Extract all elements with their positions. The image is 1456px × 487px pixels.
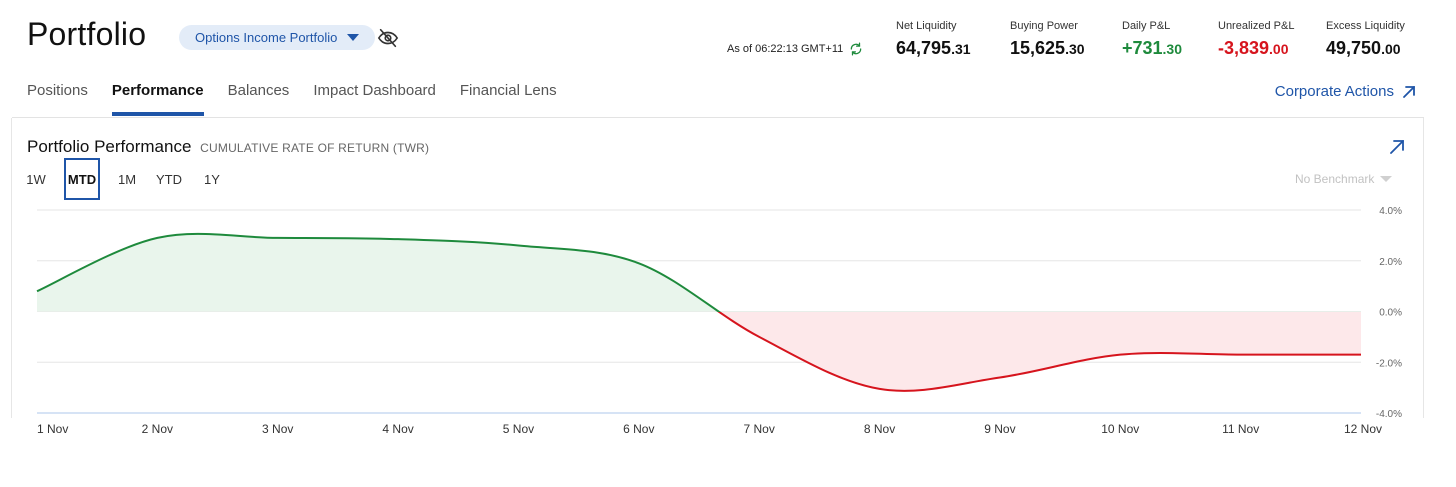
x-tick-label: 7 Nov — [744, 422, 775, 436]
tab-positions[interactable]: Positions — [27, 82, 88, 99]
performance-title-text: Portfolio Performance — [27, 137, 192, 156]
metric-value-dec: .30 — [1162, 41, 1183, 57]
metric-value: 64,795.31 — [896, 38, 971, 59]
benchmark-selector[interactable]: No Benchmark — [1295, 172, 1393, 186]
as-of-text: As of 06:22:13 GMT+11 — [727, 43, 844, 55]
x-tick-label: 12 Nov — [1344, 422, 1382, 436]
corporate-actions-link[interactable]: Corporate Actions — [1275, 83, 1416, 100]
metric-unrealized-pnl: Unrealized P&L -3,839.00 — [1218, 20, 1294, 59]
range-selector: 1W MTD 1M YTD 1Y — [26, 158, 220, 200]
performance-subtitle: CUMULATIVE RATE OF RETURN (TWR) — [200, 141, 430, 155]
series-line-positive — [36, 232, 722, 312]
range-mtd[interactable]: MTD — [64, 158, 100, 200]
metric-daily-pnl: Daily P&L +731.30 — [1122, 20, 1182, 59]
range-ytd[interactable]: YTD — [156, 171, 182, 187]
metric-value-dec: .00 — [1381, 41, 1401, 57]
metric-value: 49,750.00 — [1326, 38, 1405, 59]
tabs-divider — [12, 117, 1424, 118]
benchmark-label: No Benchmark — [1295, 172, 1375, 186]
y-tick-label: 0.0% — [1379, 308, 1402, 319]
chevron-down-icon — [347, 34, 360, 41]
x-tick-label: 2 Nov — [142, 422, 173, 436]
metric-value-int: +731 — [1122, 38, 1163, 58]
performance-chart: 4.0% 2.0% 0.0% -2.0% -4.0% 1 Nov 2 Nov 3 Nov 4 … — [36, 206, 1402, 436]
expand-chart-icon[interactable] — [1389, 139, 1405, 155]
y-tick-label: 4.0% — [1379, 206, 1402, 217]
y-tick-label: 2.0% — [1379, 257, 1402, 268]
x-tick-label: 10 Nov — [1101, 422, 1139, 436]
tab-impact-dashboard[interactable]: Impact Dashboard — [313, 82, 436, 99]
x-tick-label: 6 Nov — [623, 422, 654, 436]
as-of-timestamp: As of 06:22:13 GMT+11 — [727, 42, 863, 56]
hide-values-icon[interactable] — [377, 27, 399, 49]
series-line-negative — [717, 312, 1361, 392]
refresh-icon[interactable] — [849, 42, 863, 56]
chevron-down-icon — [1380, 176, 1393, 182]
metric-value: +731.30 — [1122, 38, 1182, 59]
card-border-right — [1423, 118, 1424, 418]
metric-value-dec: .30 — [1065, 41, 1085, 57]
metric-net-liquidity: Net Liquidity 64,795.31 — [896, 20, 971, 59]
metric-value: 15,625.30 — [1010, 38, 1085, 59]
account-selector[interactable]: Options Income Portfolio — [179, 25, 375, 50]
metric-label: Net Liquidity — [896, 20, 957, 32]
performance-title: Portfolio Performance CUMULATIVE RATE OF… — [27, 137, 429, 157]
external-arrow-icon — [1403, 85, 1415, 98]
negative-area — [719, 312, 1361, 391]
metric-label: Excess Liquidity — [1326, 20, 1405, 32]
metric-value-int: 49,750 — [1326, 38, 1382, 58]
metric-excess-liquidity: Excess Liquidity 49,750.00 — [1326, 20, 1405, 59]
tab-performance[interactable]: Performance — [111, 82, 204, 116]
metric-buying-power: Buying Power 15,625.30 — [1010, 20, 1085, 59]
x-tick-label: 4 Nov — [382, 422, 413, 436]
card-border-left — [11, 118, 12, 418]
y-tick-label: -4.0% — [1376, 409, 1402, 420]
y-tick-label: -2.0% — [1376, 358, 1402, 369]
portfolio-tabs: Positions Performance Balances Impact Da… — [27, 82, 581, 116]
metric-label: Buying Power — [1010, 20, 1078, 32]
x-tick-label: 11 Nov — [1222, 422, 1259, 436]
x-tick-label: 3 Nov — [262, 422, 293, 436]
metric-label: Daily P&L — [1122, 20, 1171, 32]
x-tick-label: 5 Nov — [503, 422, 534, 436]
metric-value-int: 64,795 — [896, 38, 952, 58]
positive-area — [37, 233, 1361, 312]
corporate-actions-label: Corporate Actions — [1274, 83, 1394, 100]
tab-balances[interactable]: Balances — [227, 82, 290, 99]
metric-value-dec: .00 — [1269, 41, 1289, 57]
tab-financial-lens[interactable]: Financial Lens — [459, 82, 557, 99]
page-title: Portfolio — [27, 16, 147, 52]
metric-value-int: 15,625 — [1010, 38, 1066, 58]
x-tick-label: 1 Nov — [37, 422, 68, 436]
x-tick-label: 8 Nov — [864, 422, 895, 436]
metric-value-int: -3,839 — [1218, 38, 1270, 58]
range-1y[interactable]: 1Y — [204, 171, 220, 187]
range-1m[interactable]: 1M — [117, 171, 137, 187]
metric-value-dec: .31 — [951, 41, 971, 57]
metric-label: Unrealized P&L — [1218, 20, 1295, 32]
metric-value: -3,839.00 — [1218, 38, 1294, 59]
x-tick-label: 9 Nov — [984, 422, 1015, 436]
range-1w[interactable]: 1W — [26, 171, 46, 187]
account-selector-label: Options Income Portfolio — [195, 30, 338, 45]
